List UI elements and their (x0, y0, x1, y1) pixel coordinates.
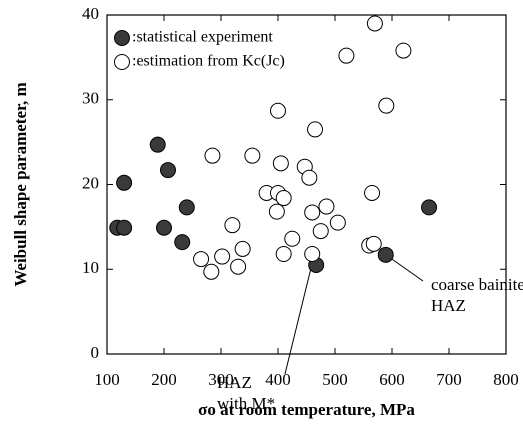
x-tick-label: 500 (322, 370, 348, 389)
point (365, 235, 382, 252)
point (149, 136, 166, 153)
legend-label: :estimation from Kc(Jc) (132, 53, 285, 70)
point (178, 199, 195, 216)
point (284, 230, 301, 247)
x-axis-label: σo at room temperature, MPa (198, 400, 415, 419)
annotation-leader (284, 263, 313, 375)
legend-marker (114, 54, 130, 70)
x-tick-label: 300 (208, 370, 234, 389)
point (193, 251, 210, 268)
point (338, 47, 355, 64)
annotation: with M* (217, 394, 275, 413)
annotation: coarse bainite (431, 275, 523, 294)
point (377, 246, 394, 263)
point (395, 42, 412, 59)
point (329, 214, 346, 231)
point (268, 203, 285, 220)
y-tick-label: 0 (91, 343, 100, 362)
point (203, 263, 220, 280)
point (204, 147, 221, 164)
point (301, 169, 318, 186)
x-tick-label: 400 (265, 370, 291, 389)
y-tick-label: 10 (82, 258, 99, 277)
point (174, 234, 191, 251)
point (318, 198, 335, 215)
x-tick-label: 700 (436, 370, 462, 389)
point (116, 174, 133, 191)
y-tick-label: 30 (82, 89, 99, 108)
annotation: HAZ (431, 296, 466, 315)
x-tick-label: 200 (151, 370, 177, 389)
y-tick-label: 40 (82, 4, 99, 23)
x-tick-label: 800 (493, 370, 519, 389)
point (304, 204, 321, 221)
y-tick-label: 20 (82, 173, 99, 192)
point (116, 219, 133, 236)
legend-label: :statistical experiment (132, 29, 273, 46)
y-axis-label: Weibull shape parameter, m (11, 82, 30, 286)
x-tick-label: 600 (379, 370, 405, 389)
point (304, 245, 321, 262)
point (378, 97, 395, 114)
point (272, 155, 289, 172)
point (214, 248, 231, 265)
point (312, 223, 329, 240)
x-tick-label: 100 (94, 370, 120, 389)
annotation: HAZ (217, 373, 252, 392)
point (366, 15, 383, 32)
point (275, 190, 292, 207)
point (421, 199, 438, 216)
annotation-leader (388, 256, 424, 282)
point (156, 219, 172, 236)
legend-marker (114, 30, 130, 46)
point (230, 258, 247, 275)
point (275, 245, 292, 262)
point (234, 240, 251, 257)
point (244, 147, 261, 164)
point (307, 121, 324, 138)
point (224, 217, 241, 234)
point (159, 162, 176, 179)
point (364, 184, 381, 201)
point (270, 102, 286, 119)
